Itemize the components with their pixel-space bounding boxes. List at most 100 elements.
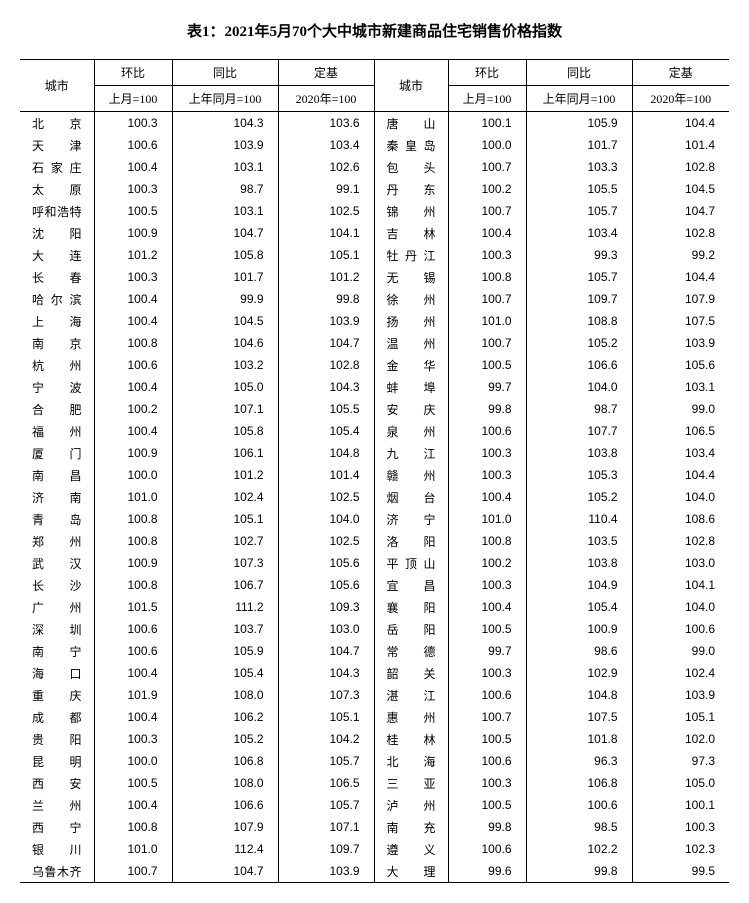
header-base: 定基 bbox=[632, 60, 729, 86]
city-name: 蚌 埠 bbox=[374, 376, 448, 398]
yoy-value: 101.7 bbox=[172, 266, 278, 288]
base-value: 100.3 bbox=[632, 816, 729, 838]
yoy-value: 99.9 bbox=[172, 288, 278, 310]
yoy-value: 101.8 bbox=[526, 728, 632, 750]
city-name: 湛 江 bbox=[374, 684, 448, 706]
mom-value: 100.8 bbox=[94, 816, 172, 838]
city-name: 无 锡 bbox=[374, 266, 448, 288]
mom-value: 100.3 bbox=[448, 662, 526, 684]
base-value: 104.3 bbox=[278, 376, 374, 398]
yoy-value: 103.5 bbox=[526, 530, 632, 552]
base-value: 102.5 bbox=[278, 200, 374, 222]
base-value: 103.9 bbox=[278, 860, 374, 883]
base-value: 106.5 bbox=[278, 772, 374, 794]
mom-value: 99.8 bbox=[448, 816, 526, 838]
city-name: 呼和浩特 bbox=[20, 200, 94, 222]
city-name: 大 连 bbox=[20, 244, 94, 266]
table-title: 表1：2021年5月70个大中城市新建商品住宅销售价格指数 bbox=[20, 20, 729, 41]
header-yoy-sub: 上年同月=100 bbox=[172, 86, 278, 112]
mom-value: 100.3 bbox=[448, 574, 526, 596]
price-index-table: 城市 环比 同比 定基 城市 环比 同比 定基 上月=100 上年同月=100 … bbox=[20, 59, 729, 883]
base-value: 99.2 bbox=[632, 244, 729, 266]
city-name: 金 华 bbox=[374, 354, 448, 376]
city-name: 泉 州 bbox=[374, 420, 448, 442]
base-value: 107.9 bbox=[632, 288, 729, 310]
mom-value: 100.4 bbox=[94, 706, 172, 728]
yoy-value: 96.3 bbox=[526, 750, 632, 772]
yoy-value: 108.0 bbox=[172, 684, 278, 706]
mom-value: 100.8 bbox=[94, 530, 172, 552]
yoy-value: 106.7 bbox=[172, 574, 278, 596]
base-value: 104.8 bbox=[278, 442, 374, 464]
yoy-value: 104.6 bbox=[172, 332, 278, 354]
city-name: 襄 阳 bbox=[374, 596, 448, 618]
base-value: 99.0 bbox=[632, 398, 729, 420]
yoy-value: 102.9 bbox=[526, 662, 632, 684]
header-base: 定基 bbox=[278, 60, 374, 86]
base-value: 102.4 bbox=[632, 662, 729, 684]
city-name: 丹 东 bbox=[374, 178, 448, 200]
yoy-value: 110.4 bbox=[526, 508, 632, 530]
base-value: 104.1 bbox=[632, 574, 729, 596]
base-value: 105.7 bbox=[278, 750, 374, 772]
city-name: 徐 州 bbox=[374, 288, 448, 310]
city-name: 天 津 bbox=[20, 134, 94, 156]
city-name: 常 德 bbox=[374, 640, 448, 662]
base-value: 105.5 bbox=[278, 398, 374, 420]
mom-value: 100.7 bbox=[448, 288, 526, 310]
yoy-value: 108.8 bbox=[526, 310, 632, 332]
city-name: 济 宁 bbox=[374, 508, 448, 530]
city-name: 唐 山 bbox=[374, 112, 448, 135]
mom-value: 100.5 bbox=[448, 728, 526, 750]
base-value: 101.2 bbox=[278, 266, 374, 288]
city-name: 吉 林 bbox=[374, 222, 448, 244]
mom-value: 100.4 bbox=[94, 662, 172, 684]
mom-value: 99.7 bbox=[448, 376, 526, 398]
base-value: 104.4 bbox=[632, 112, 729, 135]
mom-value: 100.3 bbox=[94, 266, 172, 288]
mom-value: 100.0 bbox=[448, 134, 526, 156]
yoy-value: 100.6 bbox=[526, 794, 632, 816]
yoy-value: 103.9 bbox=[172, 134, 278, 156]
city-name: 北 京 bbox=[20, 112, 94, 135]
base-value: 100.1 bbox=[632, 794, 729, 816]
city-name: 乌鲁木齐 bbox=[20, 860, 94, 883]
base-value: 109.3 bbox=[278, 596, 374, 618]
mom-value: 100.8 bbox=[448, 266, 526, 288]
yoy-value: 105.4 bbox=[526, 596, 632, 618]
mom-value: 100.7 bbox=[448, 156, 526, 178]
city-name: 成 都 bbox=[20, 706, 94, 728]
yoy-value: 100.9 bbox=[526, 618, 632, 640]
base-value: 102.3 bbox=[632, 838, 729, 860]
mom-value: 100.4 bbox=[94, 310, 172, 332]
mom-value: 100.4 bbox=[448, 222, 526, 244]
base-value: 104.5 bbox=[632, 178, 729, 200]
mom-value: 100.6 bbox=[448, 420, 526, 442]
city-name: 泸 州 bbox=[374, 794, 448, 816]
yoy-value: 105.5 bbox=[526, 178, 632, 200]
city-name: 青 岛 bbox=[20, 508, 94, 530]
city-name: 长 春 bbox=[20, 266, 94, 288]
mom-value: 101.0 bbox=[448, 310, 526, 332]
city-name: 遵 义 bbox=[374, 838, 448, 860]
mom-value: 100.0 bbox=[94, 464, 172, 486]
base-value: 104.0 bbox=[632, 596, 729, 618]
mom-value: 100.7 bbox=[94, 860, 172, 883]
base-value: 104.3 bbox=[278, 662, 374, 684]
mom-value: 100.6 bbox=[94, 640, 172, 662]
yoy-value: 109.7 bbox=[526, 288, 632, 310]
base-value: 108.6 bbox=[632, 508, 729, 530]
city-name: 济 南 bbox=[20, 486, 94, 508]
base-value: 104.7 bbox=[632, 200, 729, 222]
city-name: 宁 波 bbox=[20, 376, 94, 398]
base-value: 102.8 bbox=[632, 530, 729, 552]
yoy-value: 104.7 bbox=[172, 860, 278, 883]
mom-value: 100.8 bbox=[448, 530, 526, 552]
mom-value: 99.7 bbox=[448, 640, 526, 662]
city-name: 沈 阳 bbox=[20, 222, 94, 244]
yoy-value: 102.2 bbox=[526, 838, 632, 860]
city-name: 昆 明 bbox=[20, 750, 94, 772]
base-value: 104.4 bbox=[632, 464, 729, 486]
mom-value: 100.8 bbox=[94, 574, 172, 596]
city-name: 九 江 bbox=[374, 442, 448, 464]
